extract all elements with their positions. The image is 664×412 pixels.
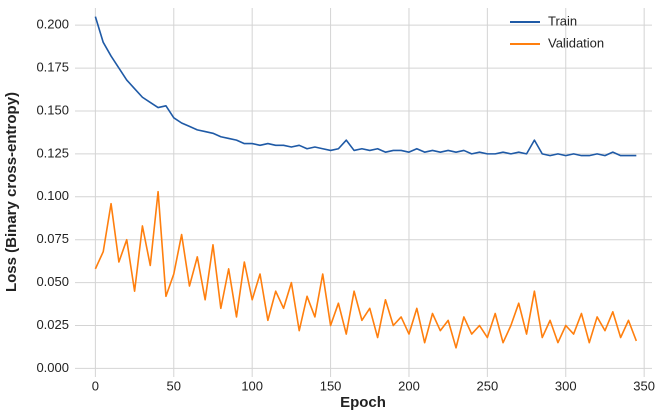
y-tick-label: 0.100 bbox=[36, 188, 69, 203]
legend-label: Validation bbox=[548, 35, 604, 50]
x-tick-label: 50 bbox=[167, 378, 181, 393]
x-tick-label: 0 bbox=[92, 378, 99, 393]
y-tick-label: 0.000 bbox=[36, 360, 69, 375]
x-tick-label: 100 bbox=[241, 378, 263, 393]
y-tick-label: 0.025 bbox=[36, 317, 69, 332]
series-line bbox=[94, 16, 637, 157]
series-line bbox=[94, 190, 638, 349]
y-tick-label: 0.200 bbox=[36, 17, 69, 32]
x-tick-label: 250 bbox=[477, 378, 499, 393]
y-tick-label: 0.150 bbox=[36, 102, 69, 117]
x-tick-label: 150 bbox=[320, 378, 342, 393]
x-axis-title: Epoch bbox=[340, 394, 386, 411]
x-tick-label: 350 bbox=[633, 378, 655, 393]
y-tick-label: 0.125 bbox=[36, 145, 69, 160]
y-axis-title: Loss (Binary cross-entropy) bbox=[3, 92, 20, 292]
y-tick-label: 0.050 bbox=[36, 274, 69, 289]
x-tick-label: 300 bbox=[555, 378, 577, 393]
legend-label: Train bbox=[548, 13, 577, 28]
y-tick-label: 0.075 bbox=[36, 231, 69, 246]
y-tick-label: 0.175 bbox=[36, 60, 69, 75]
x-tick-label: 200 bbox=[398, 378, 420, 393]
